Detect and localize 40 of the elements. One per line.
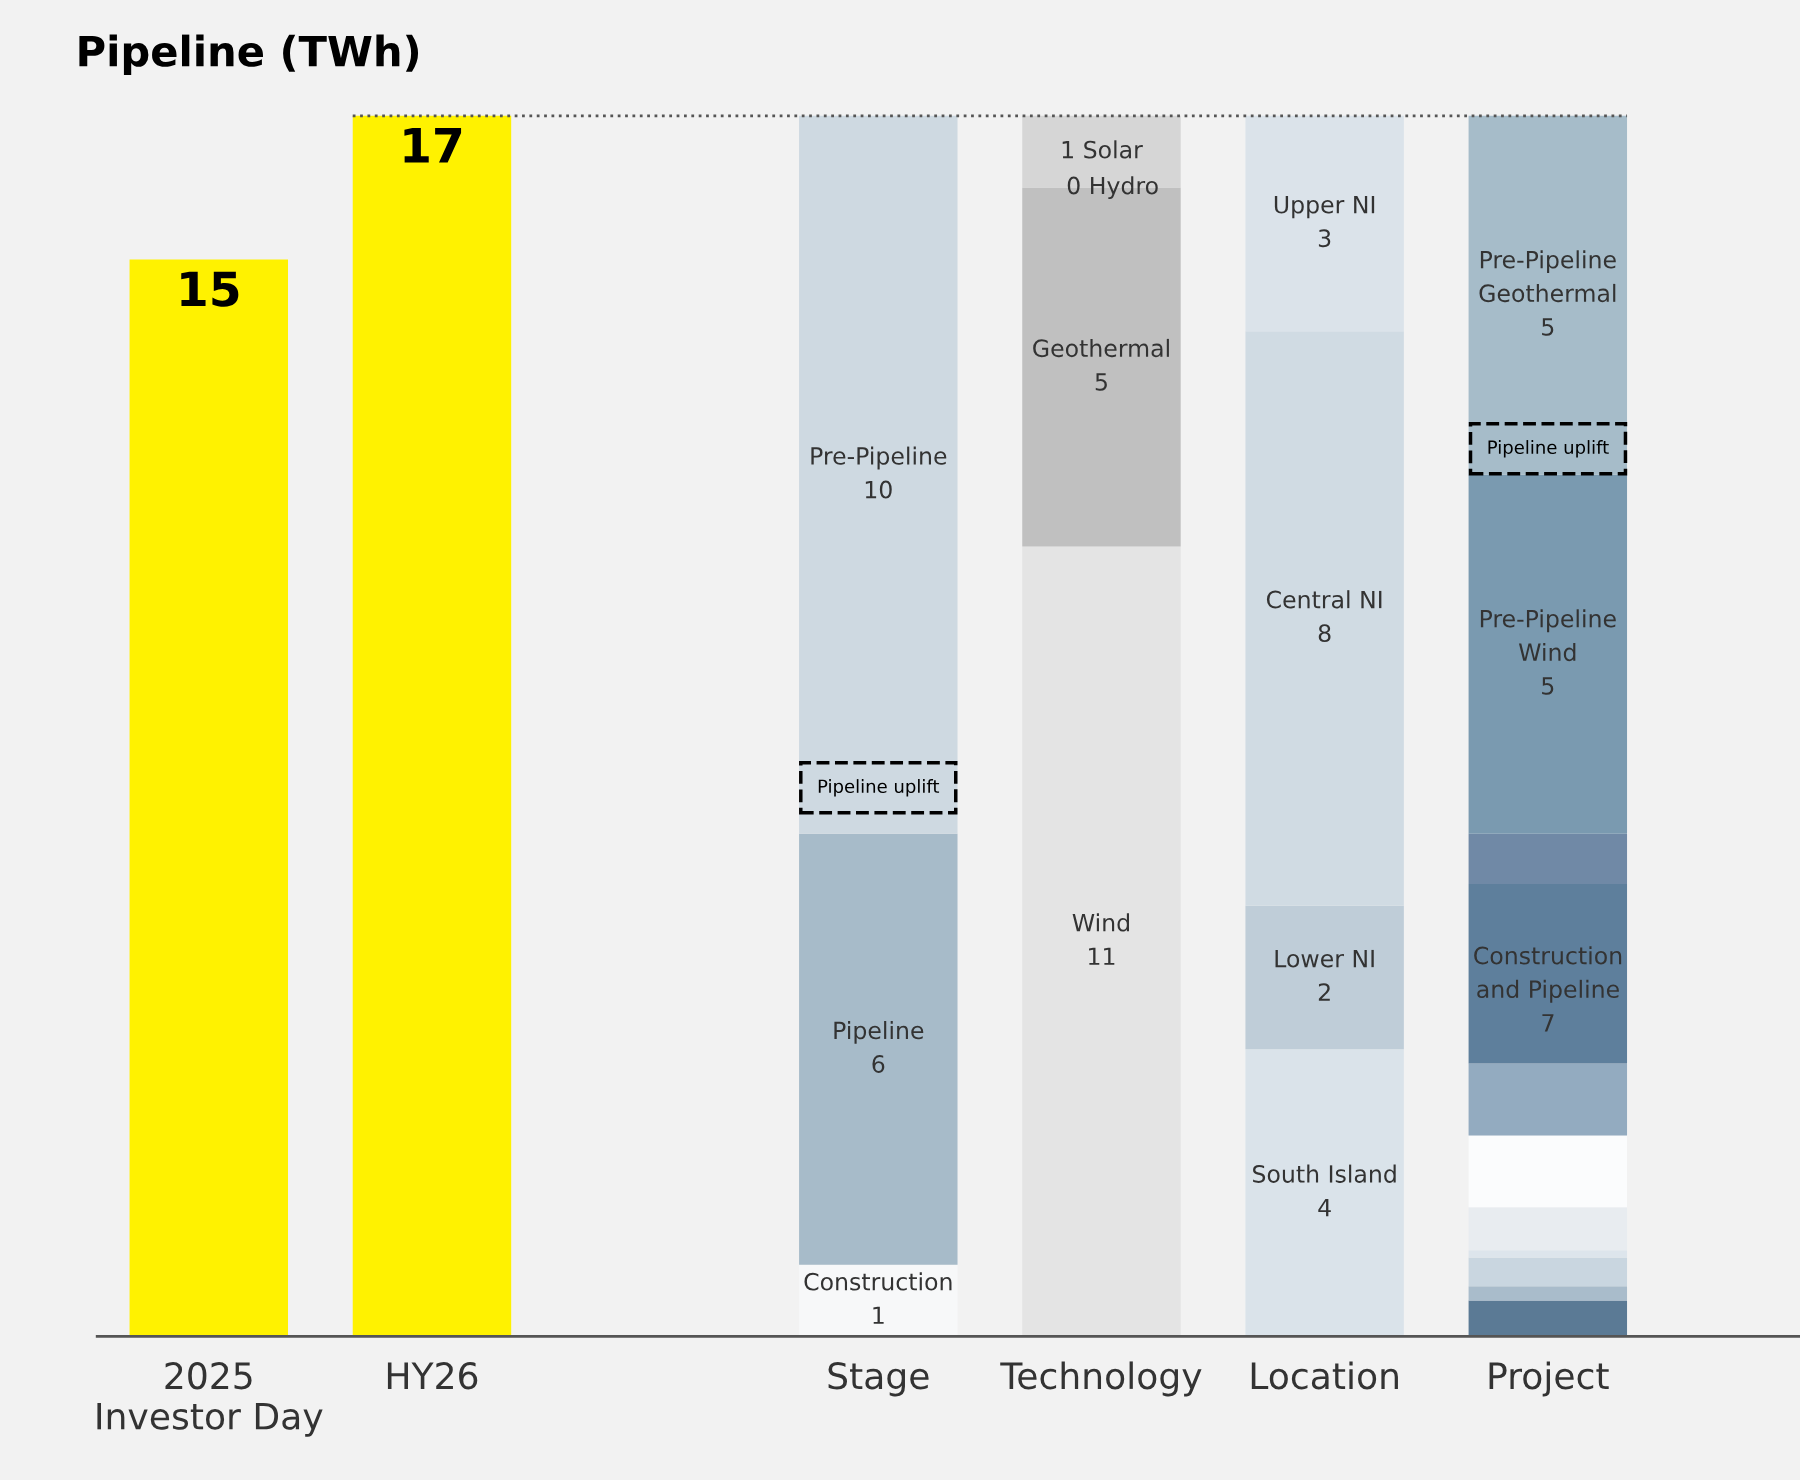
bar [1468, 833, 1628, 885]
data-label: South Island 4 [1253, 1164, 1396, 1217]
data-label: 1 Solar [1062, 140, 1143, 159]
data-label: Pre-Pipeline 10 [811, 446, 947, 499]
bar [1245, 905, 1404, 1050]
data-label: Central NI 8 [1266, 590, 1382, 643]
data-label: 0 Hydro [1067, 176, 1158, 200]
data-label: Lower NI 2 [1275, 949, 1374, 1001]
bar [1468, 474, 1628, 834]
bar [1245, 1049, 1404, 1337]
bar [1468, 1300, 1628, 1337]
data-label: Wind 11 [1072, 913, 1129, 965]
data-label: 17 [404, 128, 462, 163]
bar [799, 115, 958, 834]
bar [129, 259, 289, 1337]
data-label: Pre-Pipeline Geothermal 5 [1479, 250, 1616, 336]
data-label: Upper NI 3 [1274, 196, 1375, 248]
bar [352, 115, 512, 1337]
x-tick-label: HY26 [387, 1362, 478, 1390]
annotation: Construction and Pipeline 7 [1474, 946, 1622, 1032]
annotation: Pipeline uplift [818, 779, 940, 797]
x-tick-label: Location [1251, 1361, 1398, 1390]
bar [1468, 1135, 1628, 1208]
bar [1468, 884, 1628, 1064]
bar [1468, 115, 1628, 475]
x-tick-label: Project [1489, 1361, 1609, 1397]
data-label: Geothermal 5 [1033, 338, 1169, 391]
annotation: Pipeline uplift [1488, 440, 1609, 458]
bar [1468, 1063, 1628, 1136]
bar [1022, 546, 1181, 1337]
data-label: Pre-Pipeline Wind 5 [1480, 609, 1616, 695]
chart-title: Pipeline (TWh) [79, 34, 419, 75]
data-label: Construction 1 [804, 1272, 952, 1324]
bar [1468, 1257, 1628, 1287]
x-tick-label: 2025 Investor Day [97, 1362, 323, 1437]
x-tick-label: Technology [1000, 1361, 1202, 1397]
x-tick-label: Stage [828, 1362, 929, 1397]
data-label: Pipeline 6 [834, 1021, 924, 1073]
data-label: 15 [181, 271, 239, 307]
bar [1468, 1286, 1628, 1301]
